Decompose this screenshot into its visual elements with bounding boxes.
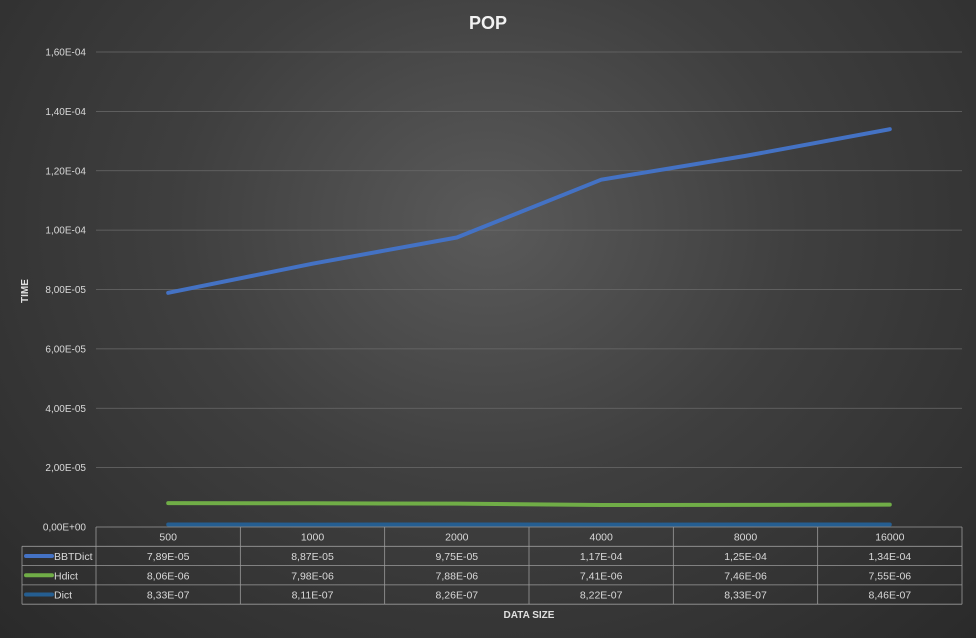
gridlines <box>96 51 962 469</box>
y-tick-labels: 0,00E+00 2,00E-05 4,00E-05 6,00E-05 8,00E-05… <box>43 48 87 534</box>
y-axis-label: TIME <box>20 279 31 303</box>
data-label: 8,22E-07 <box>580 590 623 602</box>
legend-entry: BBTDict <box>54 551 93 563</box>
data-label: 7,41E-06 <box>580 570 623 582</box>
data-label: 7,98E-06 <box>291 570 334 582</box>
data-table: 500 1000 2000 4000 8000 16000 BBTDict 7,89E-05 8… <box>21 526 963 605</box>
series-line-bbtdict <box>166 127 892 295</box>
data-label: 1,34E-04 <box>869 551 912 563</box>
y-tick-label: 1,00E-04 <box>45 226 86 237</box>
x-tick-label: 1000 <box>301 532 325 544</box>
y-tick-label: 1,40E-04 <box>45 107 86 118</box>
data-label: 8,46E-07 <box>869 590 912 602</box>
data-label: 7,89E-05 <box>147 551 190 563</box>
series-line-hdict <box>166 501 892 507</box>
data-label: 8,26E-07 <box>436 590 479 602</box>
data-label: 8,11E-07 <box>292 590 334 602</box>
x-tick-label: 4000 <box>589 532 613 544</box>
data-label: 1,17E-04 <box>580 551 623 563</box>
x-axis-label: DATA SIZE <box>504 610 555 621</box>
y-tick-label: 1,20E-04 <box>45 166 86 177</box>
y-tick-label: 4,00E-05 <box>45 404 86 415</box>
data-label: 8,87E-05 <box>291 551 334 563</box>
legend-entry: Dict <box>54 590 72 602</box>
data-label: 7,46E-06 <box>724 570 767 582</box>
x-tick-label: 8000 <box>734 532 758 544</box>
chart-title: POP <box>469 13 507 33</box>
y-tick-label: 8,00E-05 <box>45 285 86 296</box>
data-label: 9,75E-05 <box>436 551 479 563</box>
data-label: 8,06E-06 <box>147 570 190 582</box>
y-tick-label: 6,00E-05 <box>45 344 86 355</box>
x-tick-label: 2000 <box>445 532 469 544</box>
x-tick-label: 500 <box>159 532 177 544</box>
y-tick-label: 1,60E-04 <box>45 48 86 59</box>
data-label: 8,33E-07 <box>724 590 767 602</box>
data-label: 7,55E-06 <box>869 570 912 582</box>
x-tick-label: 16000 <box>875 532 904 544</box>
y-tick-label: 0,00E+00 <box>43 523 87 534</box>
y-tick-label: 2,00E-05 <box>45 463 86 474</box>
data-label: 8,33E-07 <box>147 590 190 602</box>
series-lines <box>166 127 892 527</box>
legend-entry: Hdict <box>54 570 78 582</box>
data-label: 1,25E-04 <box>724 551 767 563</box>
data-label: 7,88E-06 <box>436 570 479 582</box>
